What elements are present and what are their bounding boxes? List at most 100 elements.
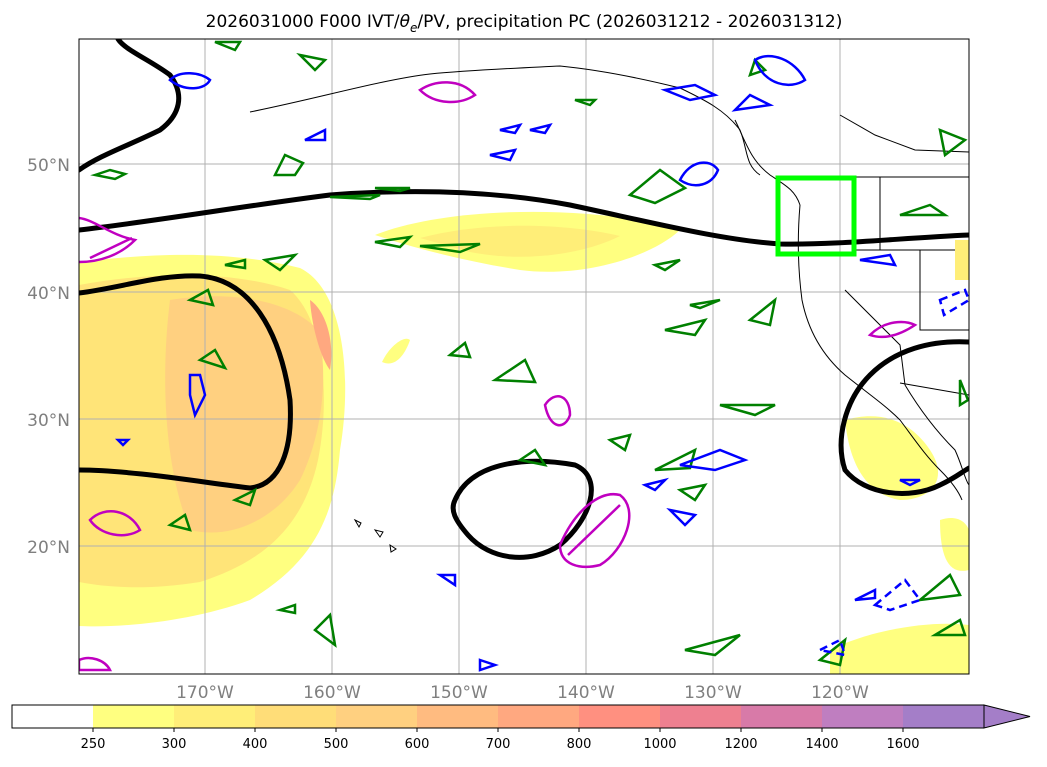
pv-contour: [516, 448, 548, 467]
gridlines: [79, 39, 969, 674]
map-border: [78, 38, 970, 675]
pv-contour: [214, 40, 243, 52]
ivt-anomaly-contour: [418, 81, 477, 104]
pv-neg-contour: [872, 578, 923, 612]
lon-label-150w: 150°W: [430, 683, 488, 703]
lon-label-130w: 130°W: [684, 683, 742, 703]
lon-label-170w: 170°W: [176, 683, 234, 703]
pv-contour: [329, 193, 381, 201]
pv-contour: [958, 379, 969, 408]
pv-neg-contour: [641, 477, 670, 492]
pv-contour: [938, 127, 968, 158]
state-border-ca-nv: [844, 289, 906, 386]
lat-label-30n: 30°N: [27, 411, 70, 431]
ivt-shading-bottom-right: [830, 623, 969, 674]
longitude-labels: 170°W 160°W 150°W 140°W 130°W 120°W: [176, 683, 869, 703]
ivt-anomaly-contour: [558, 492, 631, 569]
pv-contour: [899, 203, 950, 217]
pv-neg-contour: [188, 373, 207, 419]
pv-contour: [574, 98, 599, 107]
colorbar-segment: [498, 705, 580, 728]
pv-contour: [930, 618, 967, 637]
ivt-shading-east-coast: [955, 240, 969, 280]
pv-neg-contour: [529, 123, 553, 135]
pv-neg-contour: [114, 438, 132, 447]
ivt-anomaly-hatch: [89, 236, 133, 260]
bc-coastline: [734, 119, 801, 206]
ivt-anomaly-contour: [88, 510, 142, 537]
colorbar-tick-label: 1200: [724, 737, 757, 752]
pv-neg-contour: [854, 587, 877, 602]
pv-contour: [606, 433, 632, 452]
pv-contour: [676, 483, 708, 502]
lat-label-20n: 20°N: [27, 538, 70, 558]
pv-contour: [261, 253, 299, 272]
precipitation-shading: [79, 211, 969, 674]
pv-contour: [231, 487, 258, 507]
pv-contours-negative: [114, 54, 969, 672]
colorbar-segment: [579, 705, 661, 728]
colorbar-segment: [660, 705, 742, 728]
colorbar-extend-arrow: [983, 704, 1031, 729]
pv-neg-contour: [660, 83, 719, 102]
gulf-of-california: [904, 384, 969, 486]
pv-contour: [374, 235, 414, 249]
mexico-border: [899, 382, 969, 396]
pv-contour: [446, 340, 472, 359]
ivt-anomaly-contour: [867, 320, 918, 339]
pv-contour: [166, 513, 192, 532]
ivt-anomaly-contour: [79, 656, 113, 672]
pv-contour: [627, 168, 688, 205]
pv-neg-contour: [304, 127, 327, 142]
pv-contour: [689, 298, 721, 310]
colorbar-tick-label: 700: [486, 737, 511, 752]
pv-neg-contour: [168, 72, 212, 90]
colorbar: 250 300 400 500 600 700 800 1000 1200 1400 1600: [11, 704, 1031, 752]
theta-e-contour-central: [450, 458, 594, 560]
pv-neg-contour: [753, 54, 807, 87]
theta-e-contours: [79, 39, 969, 560]
colorbar-tick-label: 300: [162, 737, 187, 752]
pv-neg-contour: [859, 253, 898, 267]
lon-label-140w: 140°W: [557, 683, 615, 703]
colorbar-tick-label: 1400: [805, 737, 838, 752]
lon-label-160w: 160°W: [303, 683, 361, 703]
colorbar-segment: [417, 705, 499, 728]
pv-contour: [684, 633, 741, 657]
pv-contour: [186, 288, 215, 307]
colorbar-segment: [93, 705, 175, 728]
colorbar-segment: [822, 705, 904, 728]
colorbar-segment: [741, 705, 823, 728]
colorbar-segment: [336, 705, 418, 728]
colorbar-tick-label: 1000: [643, 737, 676, 752]
latitude-labels: 50°N 40°N 30°N 20°N: [27, 156, 70, 558]
coastlines: [249, 65, 969, 553]
colorbar-segment: [903, 705, 985, 728]
pv-contour: [197, 348, 228, 371]
pv-contour: [313, 612, 337, 648]
colorbar-tick-label: 250: [81, 737, 106, 752]
colorbar-tick-label: 400: [243, 737, 268, 752]
pv-contours-positive: [90, 40, 969, 667]
pv-neg-contour: [666, 507, 698, 527]
pv-contour: [224, 258, 247, 270]
colorbar-segment: [255, 705, 337, 728]
pv-neg-contour: [478, 658, 499, 672]
theta-e-contour-north: [79, 189, 969, 247]
pv-contour: [419, 242, 481, 254]
pv-neg-contour: [489, 148, 518, 162]
pv-neg-contour: [499, 123, 523, 135]
pv-neg-contour: [899, 478, 921, 487]
pv-contour: [915, 573, 962, 602]
pv-contour: [651, 258, 681, 272]
pv-contour: [817, 636, 847, 667]
map-title: 2026031000 F000 IVT/θe/PV, precipitation…: [206, 12, 843, 35]
pv-neg-contour: [816, 638, 847, 657]
map-layers: [79, 39, 969, 674]
theta-e-contour-west: [79, 273, 293, 491]
ivt-shading-small-a: [382, 338, 410, 364]
colorbar-segment: [12, 705, 94, 728]
lon-label-120w: 120°W: [811, 683, 869, 703]
pv-neg-contour: [678, 161, 720, 187]
pv-contour: [296, 52, 328, 72]
